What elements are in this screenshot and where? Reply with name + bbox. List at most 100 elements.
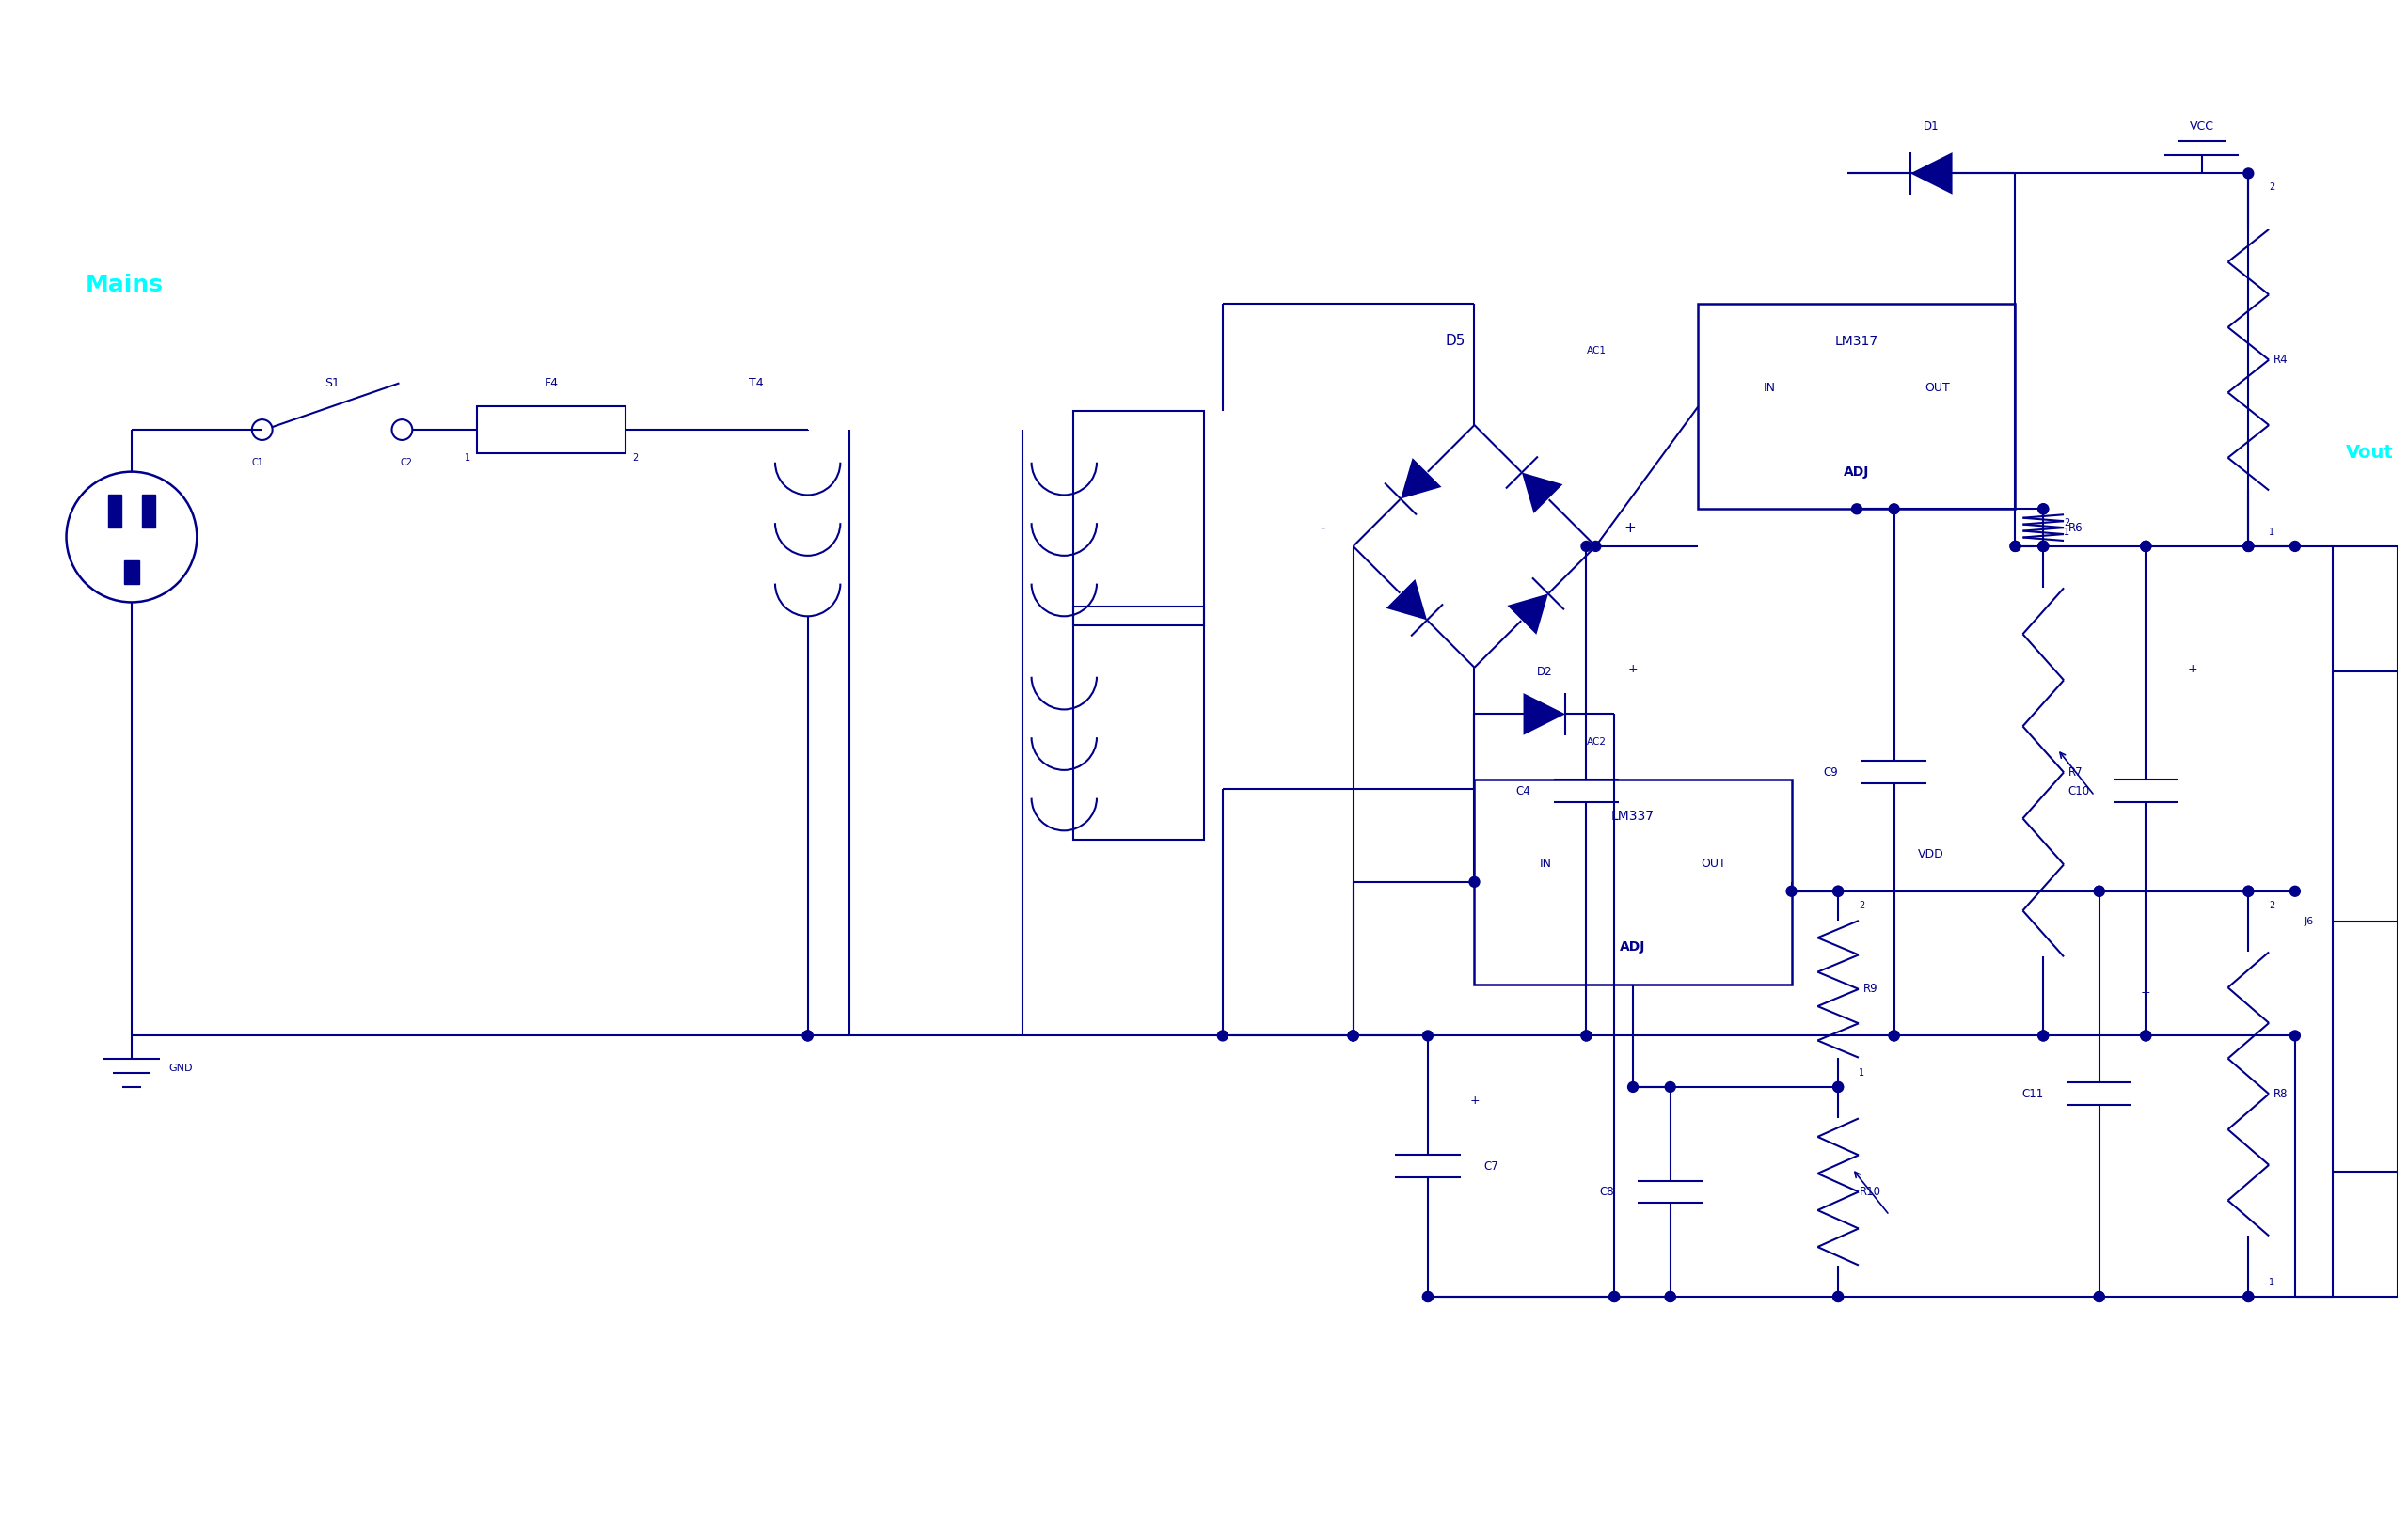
Text: OUT: OUT: [1700, 858, 1727, 870]
Circle shape: [2290, 887, 2300, 896]
Text: +: +: [1469, 1095, 1479, 1108]
Circle shape: [1664, 1082, 1676, 1092]
Circle shape: [2011, 542, 2020, 551]
Text: IN: IN: [1539, 858, 1551, 870]
Circle shape: [2141, 1030, 2150, 1041]
Text: C11: C11: [2020, 1088, 2044, 1100]
Circle shape: [1888, 1030, 1900, 1041]
Text: D1: D1: [1924, 121, 1938, 133]
Circle shape: [1664, 1292, 1676, 1301]
Text: D2: D2: [1536, 666, 1553, 678]
Circle shape: [1423, 1292, 1433, 1301]
Circle shape: [2037, 542, 2049, 551]
Text: F4: F4: [544, 377, 559, 389]
Circle shape: [1609, 1292, 1621, 1301]
Circle shape: [2141, 542, 2150, 551]
Text: 2: 2: [1859, 900, 1864, 909]
Text: 1: 1: [2064, 528, 2068, 537]
Text: 1: 1: [1859, 1068, 1864, 1077]
Text: R6: R6: [2068, 522, 2083, 534]
Circle shape: [1423, 1292, 1433, 1301]
Text: Vout: Vout: [2345, 445, 2394, 461]
Bar: [1698, 304, 2015, 508]
Text: S1: S1: [325, 377, 340, 389]
Polygon shape: [1522, 472, 1563, 513]
Circle shape: [1348, 1030, 1358, 1041]
Text: 2: 2: [2268, 183, 2276, 192]
Circle shape: [2037, 504, 2049, 514]
Bar: [1474, 779, 1792, 985]
Text: R10: R10: [1859, 1186, 1881, 1198]
Polygon shape: [1507, 593, 1548, 634]
Circle shape: [1832, 1082, 1842, 1092]
Text: 1: 1: [2268, 528, 2276, 537]
Text: ADJ: ADJ: [1845, 464, 1869, 478]
Bar: [142, 495, 154, 528]
Polygon shape: [1401, 458, 1442, 499]
Text: C10: C10: [2068, 785, 2090, 797]
Text: J6: J6: [2304, 917, 2314, 926]
Circle shape: [2244, 1292, 2254, 1301]
Text: AC1: AC1: [1587, 346, 1606, 356]
Circle shape: [2037, 1030, 2049, 1041]
Bar: [2333, 546, 2398, 1297]
Polygon shape: [1387, 579, 1428, 620]
Text: +: +: [2141, 986, 2150, 999]
Text: C2: C2: [400, 458, 412, 468]
Circle shape: [802, 1030, 814, 1041]
Text: LM337: LM337: [1611, 809, 1654, 823]
Bar: [477, 407, 626, 452]
Text: +: +: [1628, 663, 1637, 675]
Circle shape: [1888, 1030, 1900, 1041]
Circle shape: [2095, 1292, 2105, 1301]
Text: AC2: AC2: [1587, 737, 1606, 747]
Circle shape: [2037, 542, 2049, 551]
Text: VDD: VDD: [1919, 847, 1943, 859]
Circle shape: [2011, 542, 2020, 551]
Text: 2: 2: [2268, 900, 2276, 909]
Text: C7: C7: [1483, 1160, 1498, 1173]
Text: C1: C1: [250, 458, 262, 468]
Circle shape: [1348, 1030, 1358, 1041]
Circle shape: [1832, 887, 1842, 896]
Text: IN: IN: [1763, 381, 1775, 393]
Text: R8: R8: [2273, 1088, 2288, 1100]
Text: OUT: OUT: [1924, 381, 1950, 393]
Bar: [108, 495, 120, 528]
Circle shape: [1423, 1030, 1433, 1041]
Circle shape: [1852, 504, 1861, 514]
Circle shape: [2037, 542, 2049, 551]
Circle shape: [1628, 1082, 1637, 1092]
Circle shape: [2141, 1030, 2150, 1041]
Circle shape: [2244, 542, 2254, 551]
Circle shape: [1832, 1292, 1842, 1301]
Bar: [1074, 412, 1204, 625]
Text: 1: 1: [2268, 1278, 2276, 1288]
Circle shape: [1832, 1292, 1842, 1301]
Circle shape: [2290, 542, 2300, 551]
Text: R7: R7: [2068, 766, 2083, 779]
Text: C4: C4: [1515, 785, 1531, 797]
Circle shape: [2141, 542, 2150, 551]
Circle shape: [2141, 542, 2150, 551]
Circle shape: [2244, 887, 2254, 896]
Text: T4: T4: [749, 377, 763, 389]
Circle shape: [1609, 1292, 1621, 1301]
Circle shape: [2037, 504, 2049, 514]
Circle shape: [1832, 887, 1842, 896]
Circle shape: [2244, 887, 2254, 896]
Circle shape: [1832, 1082, 1842, 1092]
Circle shape: [1582, 542, 1592, 551]
Circle shape: [2244, 1292, 2254, 1301]
Circle shape: [1582, 1030, 1592, 1041]
Circle shape: [1469, 876, 1479, 887]
Circle shape: [2037, 1030, 2049, 1041]
Circle shape: [1582, 1030, 1592, 1041]
Text: +: +: [2186, 663, 2199, 675]
Circle shape: [1787, 887, 1796, 896]
Text: GND: GND: [169, 1064, 193, 1073]
Text: C9: C9: [1823, 766, 1837, 779]
Text: VCC: VCC: [2189, 121, 2213, 133]
Text: 2: 2: [633, 452, 638, 463]
Circle shape: [2244, 542, 2254, 551]
